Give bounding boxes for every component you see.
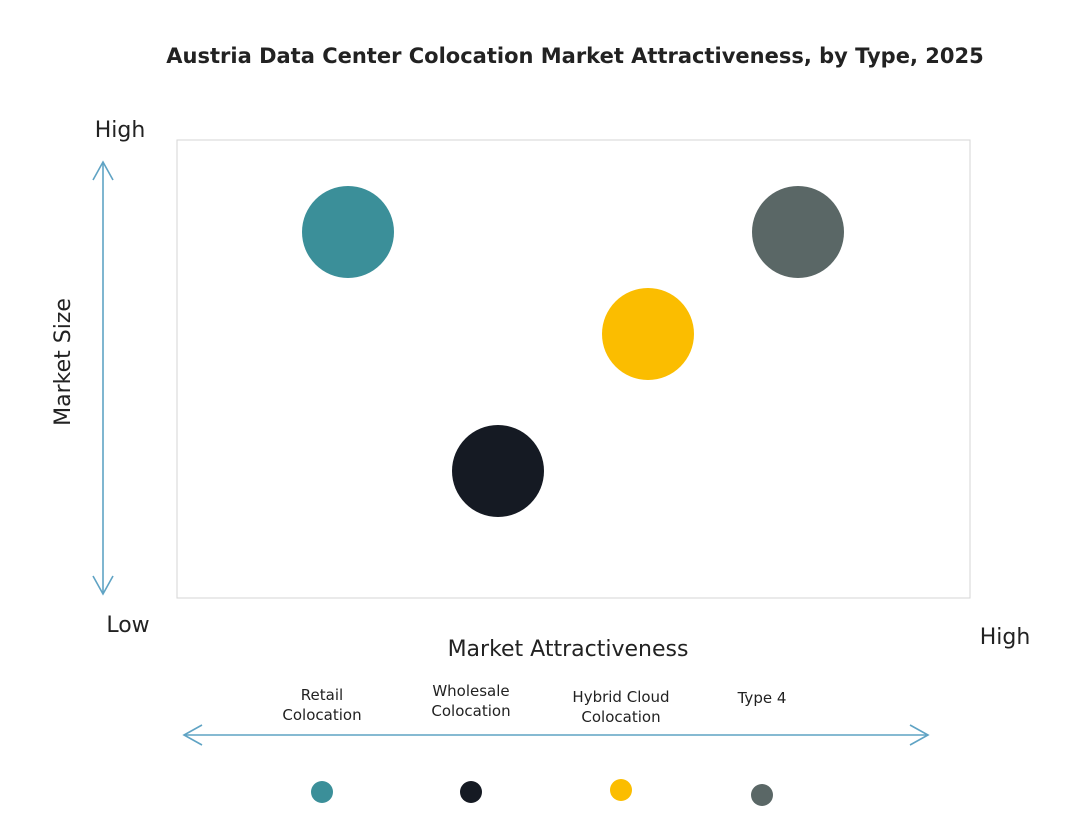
legend-label-line: Type 4 <box>737 689 787 707</box>
title: Austria Data Center Colocation Market At… <box>166 44 983 68</box>
legend-dot <box>751 784 773 806</box>
bubble <box>302 186 394 278</box>
legend-label: Wholesale Colocation <box>431 682 510 720</box>
y-high: High <box>95 118 146 143</box>
legend-dot <box>610 779 632 801</box>
legend-label-line: Colocation <box>581 708 660 726</box>
legend-label: Retail Colocation <box>282 686 361 724</box>
y-low: Low <box>106 613 149 638</box>
bubble <box>602 288 694 380</box>
x-label: Market Attractiveness <box>448 637 689 662</box>
legend-label-line: Wholesale <box>432 682 509 700</box>
bubble <box>452 425 544 517</box>
legend-label: Type 4 <box>737 689 787 707</box>
legend-label-line: Colocation <box>431 702 510 720</box>
legend-label: Hybrid Cloud Colocation <box>572 688 669 726</box>
y-arrow <box>92 160 114 596</box>
legend-arrow <box>182 724 930 746</box>
y-label: Market Size <box>51 298 76 426</box>
plot-area <box>176 139 971 599</box>
legend-label-line: Colocation <box>282 706 361 724</box>
x-high: High <box>980 625 1031 650</box>
legend-dot <box>311 781 333 803</box>
legend-dot <box>460 781 482 803</box>
legend-label-line: Retail <box>301 686 343 704</box>
legend-label-line: Hybrid Cloud <box>572 688 669 706</box>
bubble <box>752 186 844 278</box>
